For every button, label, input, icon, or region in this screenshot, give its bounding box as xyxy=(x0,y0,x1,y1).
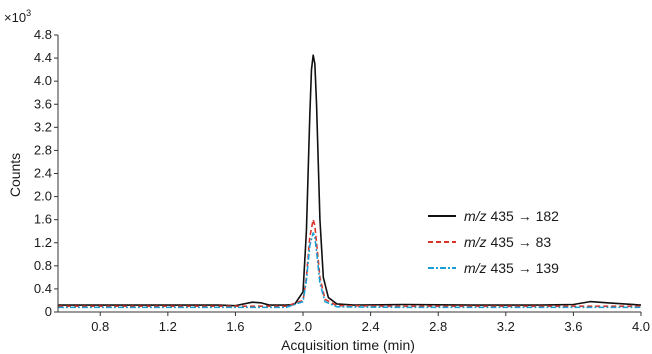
legend-label-2: m/z 435 → 139 xyxy=(464,260,559,276)
y-multiplier-base: ×10 xyxy=(4,10,26,25)
y-tick-label: 3.6 xyxy=(34,96,52,111)
y-tick-label: 1.2 xyxy=(34,235,52,250)
y-tick-label: 4.0 xyxy=(34,73,52,88)
y-tick-label: 3.2 xyxy=(34,119,52,134)
legend-label-0: m/z 435 → 182 xyxy=(464,208,559,224)
legend-label-1: m/z 435 → 83 xyxy=(464,234,551,250)
y-tick-label: 0 xyxy=(45,304,52,319)
series-line-1 xyxy=(58,218,641,308)
axis-ticks xyxy=(54,34,642,316)
y-tick-label: 2.8 xyxy=(34,142,52,157)
x-tick-label: 3.2 xyxy=(497,319,515,334)
legend-label-italic: m/z xyxy=(464,234,487,250)
y-multiplier: ×103 xyxy=(4,8,31,25)
y-tick-label: 2.4 xyxy=(34,166,52,181)
series-line-0 xyxy=(58,54,642,307)
x-tick-label: 1.6 xyxy=(226,319,244,334)
legend-label-rest: 435 → 139 xyxy=(487,260,560,276)
x-tick-label: 2.0 xyxy=(294,319,312,334)
x-tick-label: 0.8 xyxy=(91,319,109,334)
legend-label-italic: m/z xyxy=(464,208,487,224)
y-tick-label: 2.0 xyxy=(34,189,52,204)
x-tick-label: 1.2 xyxy=(159,319,177,334)
x-tick-label: 3.6 xyxy=(564,319,582,334)
x-tick-label: 4.0 xyxy=(632,319,650,334)
x-tick-label: 2.4 xyxy=(362,319,380,334)
y-axis-title: Counts xyxy=(7,153,23,197)
series-lines xyxy=(58,54,642,309)
x-tick-labels: 0.8 1.2 1.6 2.0 2.4 2.8 3.2 3.6 4.0 xyxy=(91,319,650,334)
x-axis-title: Acquisition time (min) xyxy=(281,337,415,353)
legend-label-rest: 435 → 83 xyxy=(487,234,552,250)
y-tick-label: 0.8 xyxy=(34,258,52,273)
x-tick-label: 2.8 xyxy=(429,319,447,334)
series-line-2 xyxy=(58,232,641,309)
y-tick-label: 4.8 xyxy=(34,27,52,42)
legend-label-rest: 435 → 182 xyxy=(487,208,560,224)
y-tick-labels: 0 0.4 0.8 1.2 1.6 2.0 2.4 2.8 3.2 3.6 4.0 4.4 4.8 xyxy=(34,27,52,319)
y-multiplier-exponent: 3 xyxy=(26,8,31,18)
y-tick-label: 4.4 xyxy=(34,50,52,65)
legend-label-italic: m/z xyxy=(464,260,487,276)
y-tick-label: 1.6 xyxy=(34,212,52,227)
y-tick-label: 0.4 xyxy=(34,281,52,296)
